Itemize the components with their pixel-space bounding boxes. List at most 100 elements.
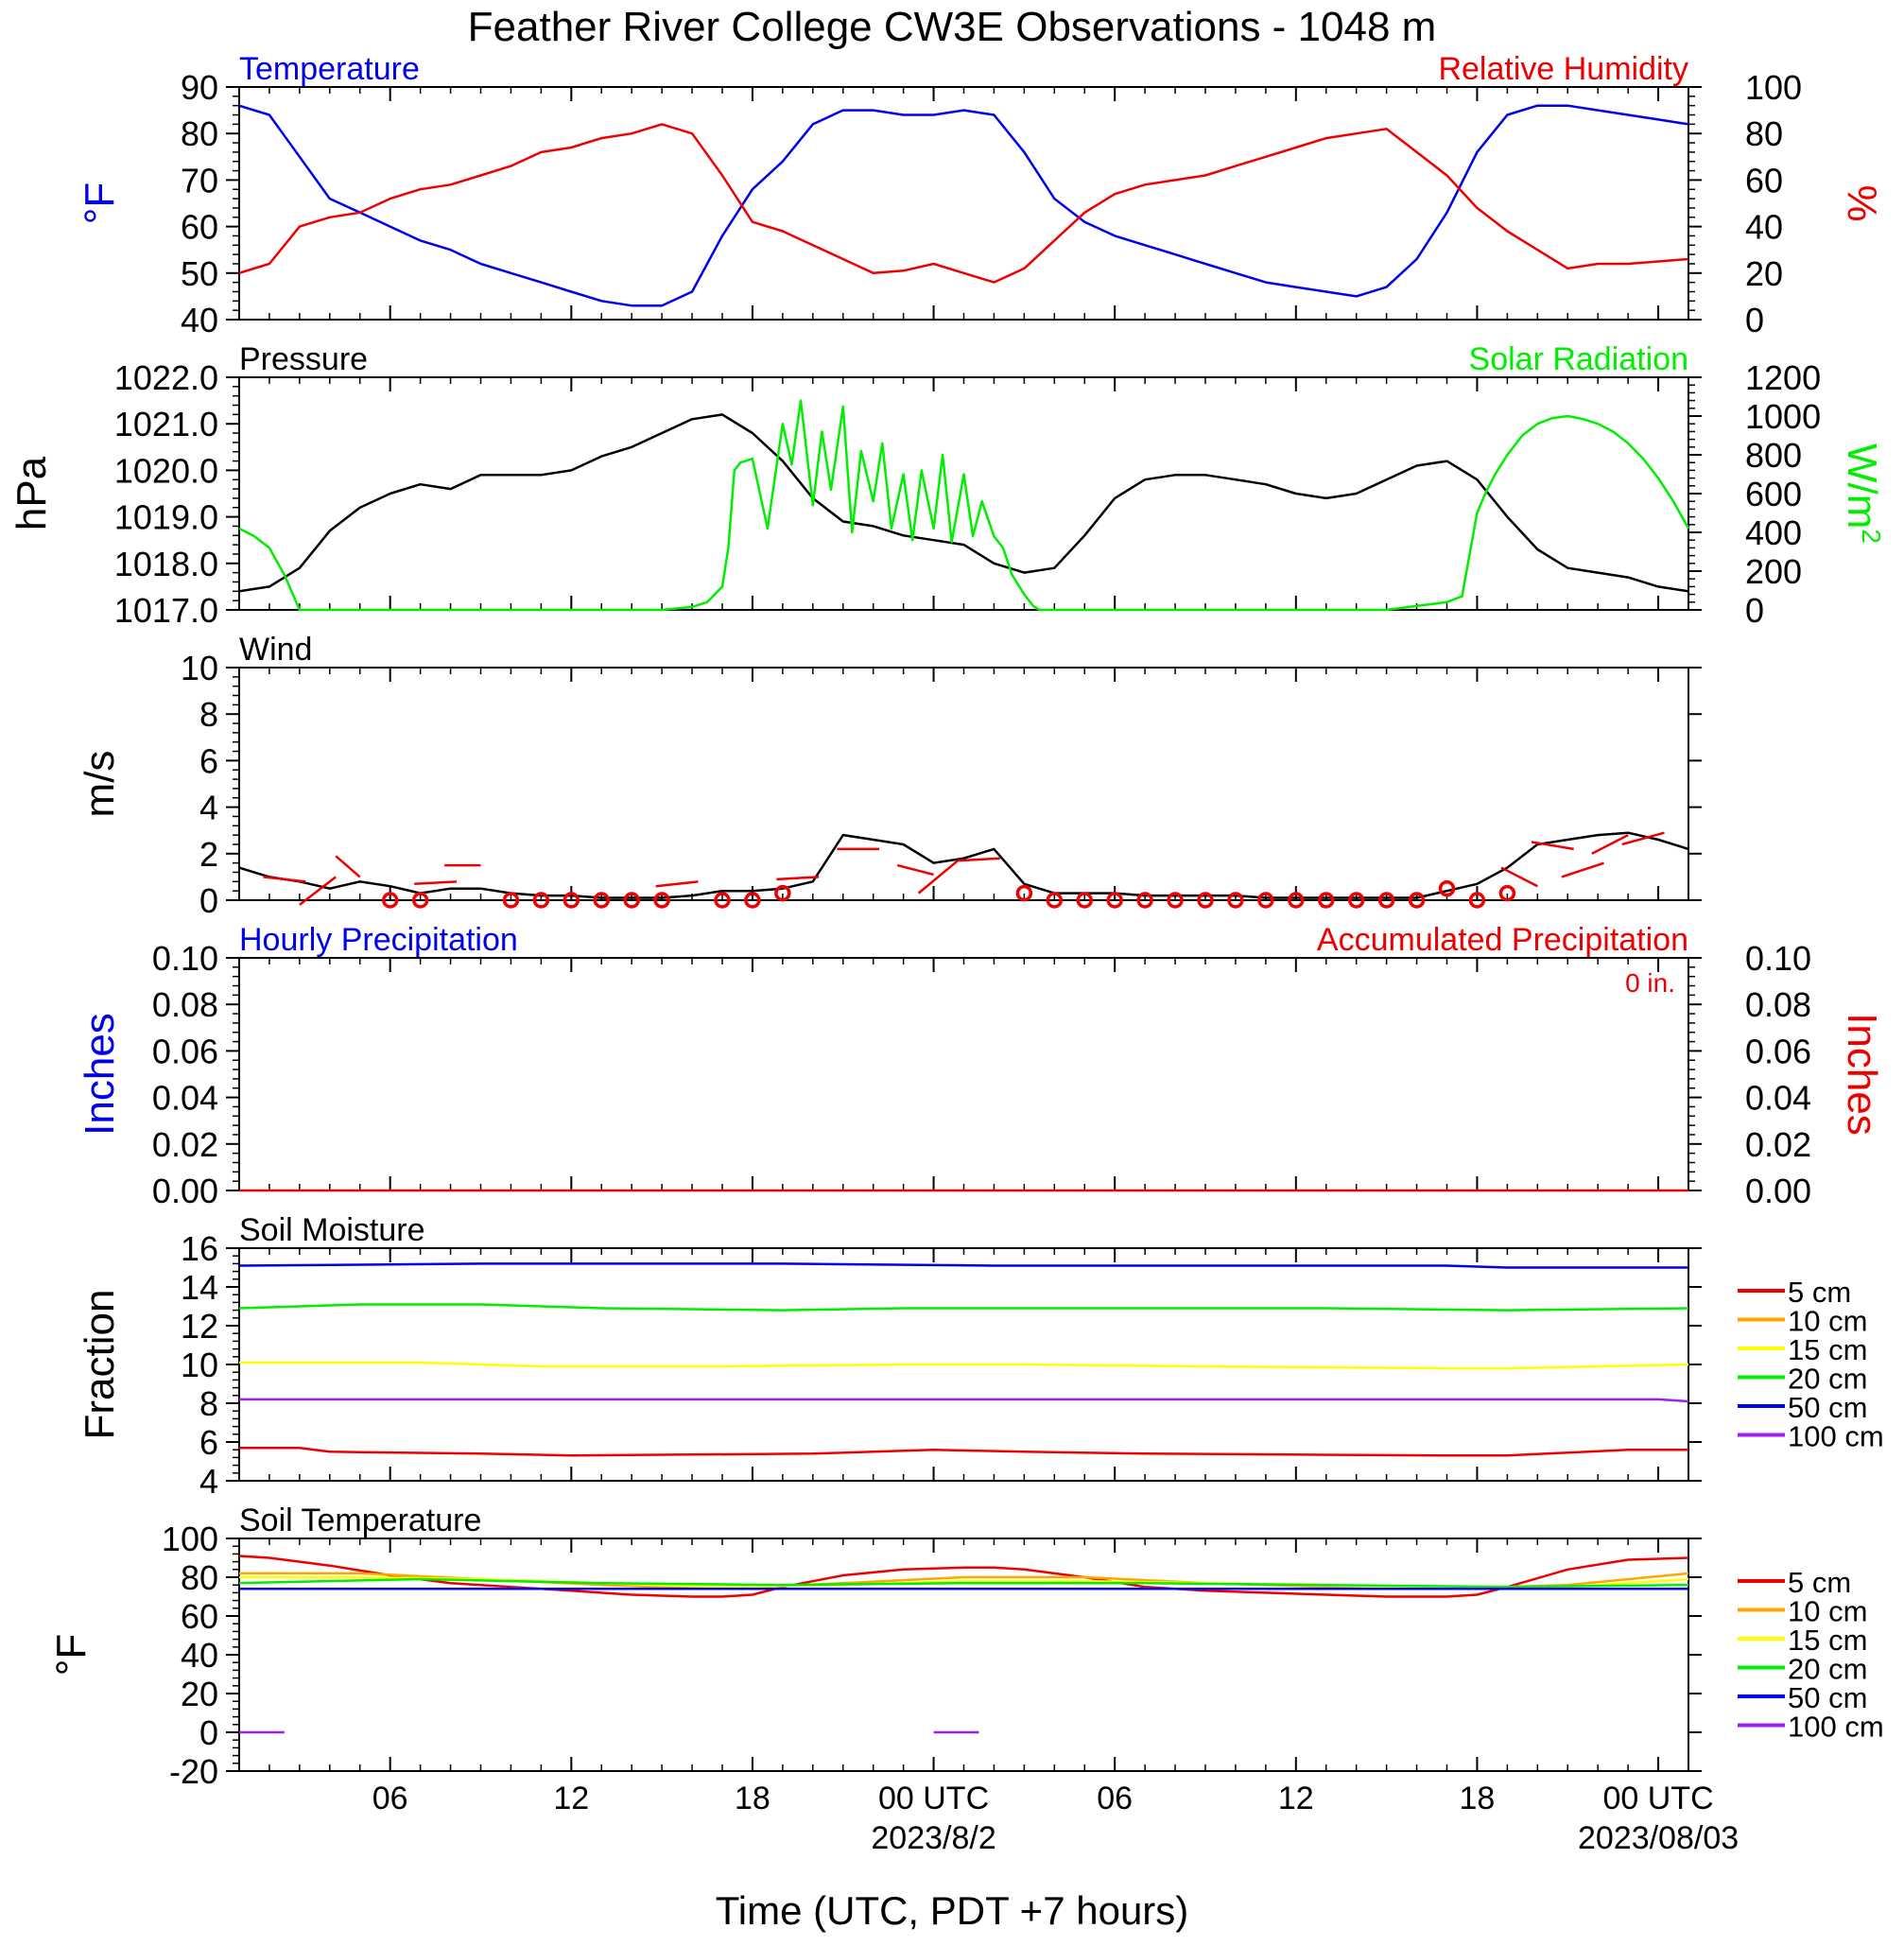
y-tick-label: 70 <box>181 161 218 200</box>
plot-frame <box>238 957 1689 1191</box>
calm-marker <box>1347 892 1365 909</box>
y-axis-label-left: Fraction <box>77 1290 123 1440</box>
calm-marker <box>532 892 550 909</box>
calm-marker <box>714 892 731 909</box>
series-line <box>238 413 1689 593</box>
legend-label: 10 cm <box>1788 1595 1867 1628</box>
y-tick-label-right: 400 <box>1745 513 1802 552</box>
y-tick-label-right: 1200 <box>1745 358 1821 397</box>
legend-label: 50 cm <box>1788 1391 1867 1424</box>
x-tick-label: 06 <box>372 1781 408 1816</box>
legend-label: 100 cm <box>1788 1420 1884 1453</box>
y-tick-label-right: 0.02 <box>1745 1125 1811 1164</box>
y-tick-label: 16 <box>181 1229 218 1268</box>
gust-segment <box>896 863 934 877</box>
y-tick-label: 40 <box>181 301 218 339</box>
gust-segment <box>958 857 1000 862</box>
series-line <box>238 1303 1689 1312</box>
plot-frame <box>238 376 1689 611</box>
series-line <box>239 1446 1688 1457</box>
legend-label: 10 cm <box>1788 1305 1867 1338</box>
y-tick-label-right: 0.00 <box>1745 1172 1811 1210</box>
y-tick-label-right: 40 <box>1745 208 1783 247</box>
calm-marker <box>1046 892 1064 909</box>
y-tick-label: 8 <box>199 1384 218 1423</box>
gust-segment <box>776 876 820 881</box>
panel-wind: 10 8 6 4 2 0 Wind m/s <box>77 632 1702 920</box>
y-tick-label: 1018.0 <box>114 545 218 583</box>
y-tick-label: 8 <box>199 695 218 734</box>
y-tick-label: 0 <box>199 881 218 920</box>
legend-label: 50 cm <box>1788 1681 1867 1714</box>
series-line <box>238 1577 1689 1589</box>
calm-marker <box>411 892 429 909</box>
series-line <box>238 104 1689 307</box>
y-tick-label: 0.06 <box>152 1032 218 1070</box>
legend-label: 20 cm <box>1788 1653 1867 1686</box>
y-tick-label: 20 <box>181 1675 218 1713</box>
x-axis-label: Time (UTC, PDT +7 hours) <box>716 1888 1189 1933</box>
x-tick-label: 12 <box>553 1781 589 1816</box>
series-line <box>239 1361 1689 1370</box>
y-tick-label-right: 0.06 <box>1745 1032 1811 1070</box>
y-tick-label: 4 <box>199 1462 218 1501</box>
calm-marker <box>1318 892 1335 909</box>
calm-marker <box>502 892 520 909</box>
y-tick-label-right: 0 <box>1745 591 1764 630</box>
panel-temperature-humidity: 90 80 70 60 50 40 100 80 60 40 20 0 Temperature Relat… <box>77 51 1885 339</box>
y-tick-label: 10 <box>181 649 218 687</box>
calm-marker <box>1197 892 1214 909</box>
x-tick-date-label: 2023/8/2 <box>871 1820 995 1856</box>
panel-left-title: Pressure <box>239 341 368 377</box>
y-tick-label: 6 <box>199 1423 218 1462</box>
y-tick-label: 2 <box>199 835 218 874</box>
legend-label: 15 cm <box>1788 1333 1867 1366</box>
calm-marker <box>1167 892 1184 909</box>
panel-left-title: Soil Temperature <box>239 1503 481 1538</box>
y-tick-label: 60 <box>181 1597 218 1636</box>
panel-annotation: 0 in. <box>1625 968 1675 998</box>
y-tick-label: 0.00 <box>152 1172 218 1210</box>
y-tick-label: 0.04 <box>152 1079 218 1118</box>
y-tick-label-right: 100 <box>1745 68 1802 107</box>
x-tick-label: 12 <box>1278 1781 1314 1816</box>
y-tick-label: 0.08 <box>152 985 218 1024</box>
gust-segment <box>917 860 959 895</box>
panel-right-title: Relative Humidity <box>1438 51 1688 87</box>
y-tick-label: 12 <box>181 1307 218 1346</box>
calm-marker <box>1377 892 1395 909</box>
panel-right-title: Solar Radiation <box>1469 341 1688 377</box>
gust-segment <box>414 880 458 886</box>
series-line <box>238 399 1690 612</box>
legend-label: 15 cm <box>1788 1624 1867 1657</box>
y-axis-label-left: °F <box>77 182 123 224</box>
y-tick-label: 10 <box>181 1346 218 1384</box>
panel-left-title: Wind <box>239 632 312 668</box>
y-tick-label-right: 0.08 <box>1745 985 1811 1024</box>
y-tick-label-right: 20 <box>1745 254 1783 293</box>
y-tick-label-right: 80 <box>1745 114 1783 153</box>
calm-marker <box>653 892 670 909</box>
y-axis-label-right: % <box>1839 184 1885 221</box>
series-line <box>238 123 1689 284</box>
y-tick-label: 1021.0 <box>114 405 218 443</box>
calm-marker <box>1438 879 1456 897</box>
legend-label: 20 cm <box>1788 1363 1867 1396</box>
y-tick-label-right: 1000 <box>1745 397 1821 436</box>
gust-segment <box>1561 861 1604 878</box>
calm-marker <box>1498 884 1516 902</box>
gust-segment <box>1500 866 1538 888</box>
y-axis-label-left: °F <box>48 1634 95 1676</box>
calm-marker <box>563 892 580 909</box>
legend-label: 100 cm <box>1788 1711 1884 1744</box>
y-axis-label-right: Inches <box>1839 1013 1885 1136</box>
y-axis-label-left: hPa <box>9 456 55 530</box>
calm-marker <box>623 892 640 909</box>
calm-marker <box>593 892 610 909</box>
